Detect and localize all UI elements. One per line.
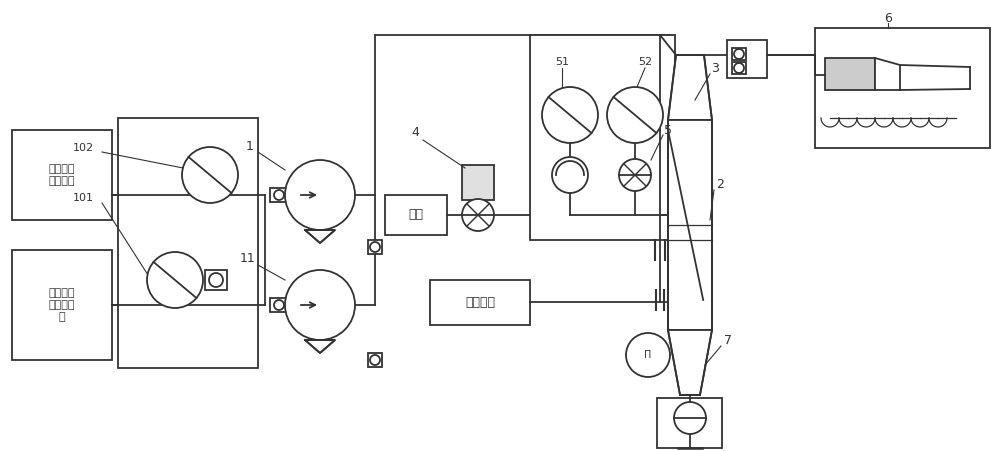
Text: 6: 6 bbox=[884, 11, 892, 24]
Circle shape bbox=[209, 273, 223, 287]
Polygon shape bbox=[668, 55, 712, 120]
Circle shape bbox=[626, 333, 670, 377]
Circle shape bbox=[619, 159, 651, 191]
Text: 51: 51 bbox=[555, 57, 569, 67]
Circle shape bbox=[370, 355, 380, 365]
Bar bbox=[368, 240, 382, 254]
Text: Π: Π bbox=[644, 350, 652, 360]
Circle shape bbox=[274, 300, 284, 310]
Circle shape bbox=[734, 63, 744, 73]
Bar bbox=[368, 353, 382, 367]
Bar bbox=[530, 35, 675, 240]
Text: 11: 11 bbox=[240, 252, 256, 264]
Bar bbox=[727, 40, 767, 78]
Text: 4: 4 bbox=[411, 125, 419, 138]
Text: 热风炉出
口高温烟
气: 热风炉出 口高温烟 气 bbox=[49, 288, 75, 322]
Circle shape bbox=[370, 242, 380, 252]
Text: 氨水: 氨水 bbox=[409, 208, 424, 221]
Circle shape bbox=[182, 147, 238, 203]
Text: 101: 101 bbox=[72, 193, 94, 203]
Bar bbox=[270, 188, 288, 202]
Circle shape bbox=[462, 199, 494, 231]
Polygon shape bbox=[668, 330, 712, 395]
Text: 2: 2 bbox=[716, 179, 724, 192]
Polygon shape bbox=[305, 340, 335, 353]
Bar bbox=[430, 280, 530, 325]
Bar bbox=[462, 165, 494, 200]
Text: 52: 52 bbox=[638, 57, 652, 67]
Bar bbox=[657, 398, 722, 448]
Bar bbox=[825, 58, 875, 90]
Bar bbox=[815, 28, 990, 148]
Circle shape bbox=[285, 270, 355, 340]
Circle shape bbox=[147, 252, 203, 308]
Text: 3: 3 bbox=[711, 61, 719, 74]
Circle shape bbox=[607, 87, 663, 143]
Bar bbox=[385, 195, 447, 235]
Bar bbox=[270, 298, 288, 312]
Circle shape bbox=[734, 49, 744, 59]
Polygon shape bbox=[305, 230, 335, 243]
Bar bbox=[732, 62, 746, 74]
Circle shape bbox=[285, 160, 355, 230]
Bar bbox=[732, 48, 746, 60]
Bar bbox=[118, 118, 258, 368]
Text: 压缩空气: 压缩空气 bbox=[465, 295, 495, 308]
Text: 102: 102 bbox=[72, 143, 94, 153]
Text: 7: 7 bbox=[724, 333, 732, 346]
Circle shape bbox=[274, 190, 284, 200]
Bar bbox=[12, 250, 112, 360]
Polygon shape bbox=[875, 58, 900, 90]
Text: 5: 5 bbox=[664, 124, 672, 137]
Polygon shape bbox=[668, 120, 712, 330]
Text: 1: 1 bbox=[246, 139, 254, 152]
Circle shape bbox=[552, 157, 588, 193]
Text: 待脱硝低
温温烟气: 待脱硝低 温温烟气 bbox=[49, 164, 75, 186]
Bar bbox=[205, 270, 227, 290]
Circle shape bbox=[674, 402, 706, 434]
Circle shape bbox=[542, 87, 598, 143]
Bar bbox=[12, 130, 112, 220]
